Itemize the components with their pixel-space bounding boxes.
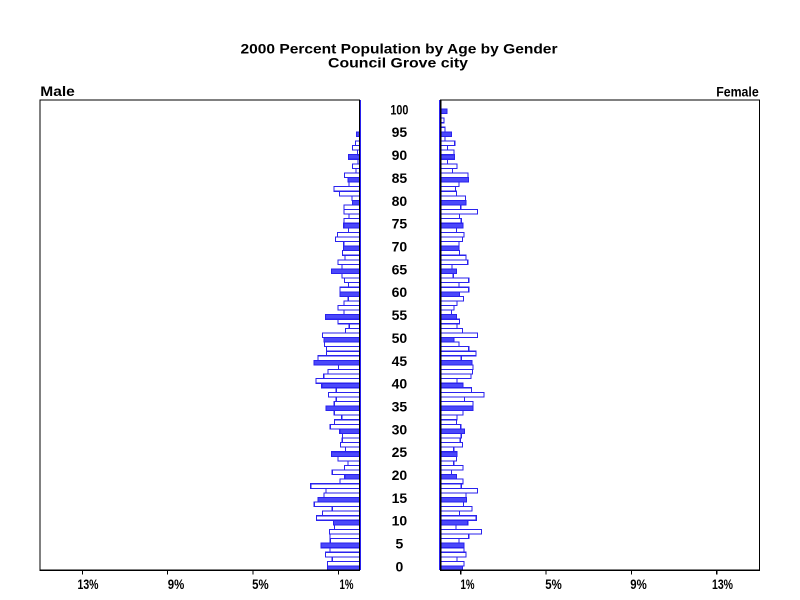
svg-text:85: 85 [392, 170, 408, 186]
svg-text:50: 50 [392, 330, 408, 346]
svg-text:5: 5 [396, 536, 404, 552]
svg-text:Council Grove city: Council Grove city [328, 55, 468, 71]
svg-text:1%: 1% [340, 576, 354, 592]
svg-text:25: 25 [392, 444, 408, 460]
svg-text:90: 90 [392, 147, 408, 163]
svg-text:70: 70 [392, 239, 408, 255]
svg-text:100: 100 [390, 101, 408, 117]
svg-text:55: 55 [392, 307, 408, 323]
svg-text:75: 75 [392, 216, 408, 232]
svg-text:95: 95 [392, 124, 408, 140]
svg-text:5%: 5% [545, 576, 562, 592]
svg-text:30: 30 [392, 421, 408, 437]
svg-text:9%: 9% [168, 576, 185, 592]
svg-text:13%: 13% [78, 576, 99, 592]
svg-text:20: 20 [392, 467, 408, 483]
svg-text:35: 35 [392, 398, 408, 414]
svg-text:13%: 13% [712, 576, 733, 592]
svg-text:40: 40 [392, 376, 408, 392]
svg-text:1%: 1% [461, 576, 475, 592]
svg-text:0: 0 [396, 558, 404, 574]
svg-text:9%: 9% [630, 576, 647, 592]
svg-text:2000 Percent Population by Age: 2000 Percent Population by Age by Gender [241, 40, 559, 56]
svg-text:5%: 5% [252, 576, 269, 592]
svg-text:65: 65 [392, 261, 408, 277]
svg-text:80: 80 [392, 193, 408, 209]
svg-text:45: 45 [392, 353, 408, 369]
svg-text:15: 15 [392, 490, 408, 506]
svg-text:Female: Female [716, 84, 759, 100]
svg-text:10: 10 [392, 513, 408, 529]
svg-text:Male: Male [40, 83, 75, 99]
svg-text:60: 60 [392, 284, 408, 300]
